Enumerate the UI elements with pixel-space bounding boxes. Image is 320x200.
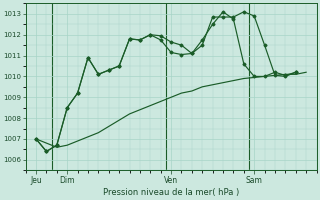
X-axis label: Pression niveau de la mer( hPa ): Pression niveau de la mer( hPa ) <box>103 188 239 197</box>
